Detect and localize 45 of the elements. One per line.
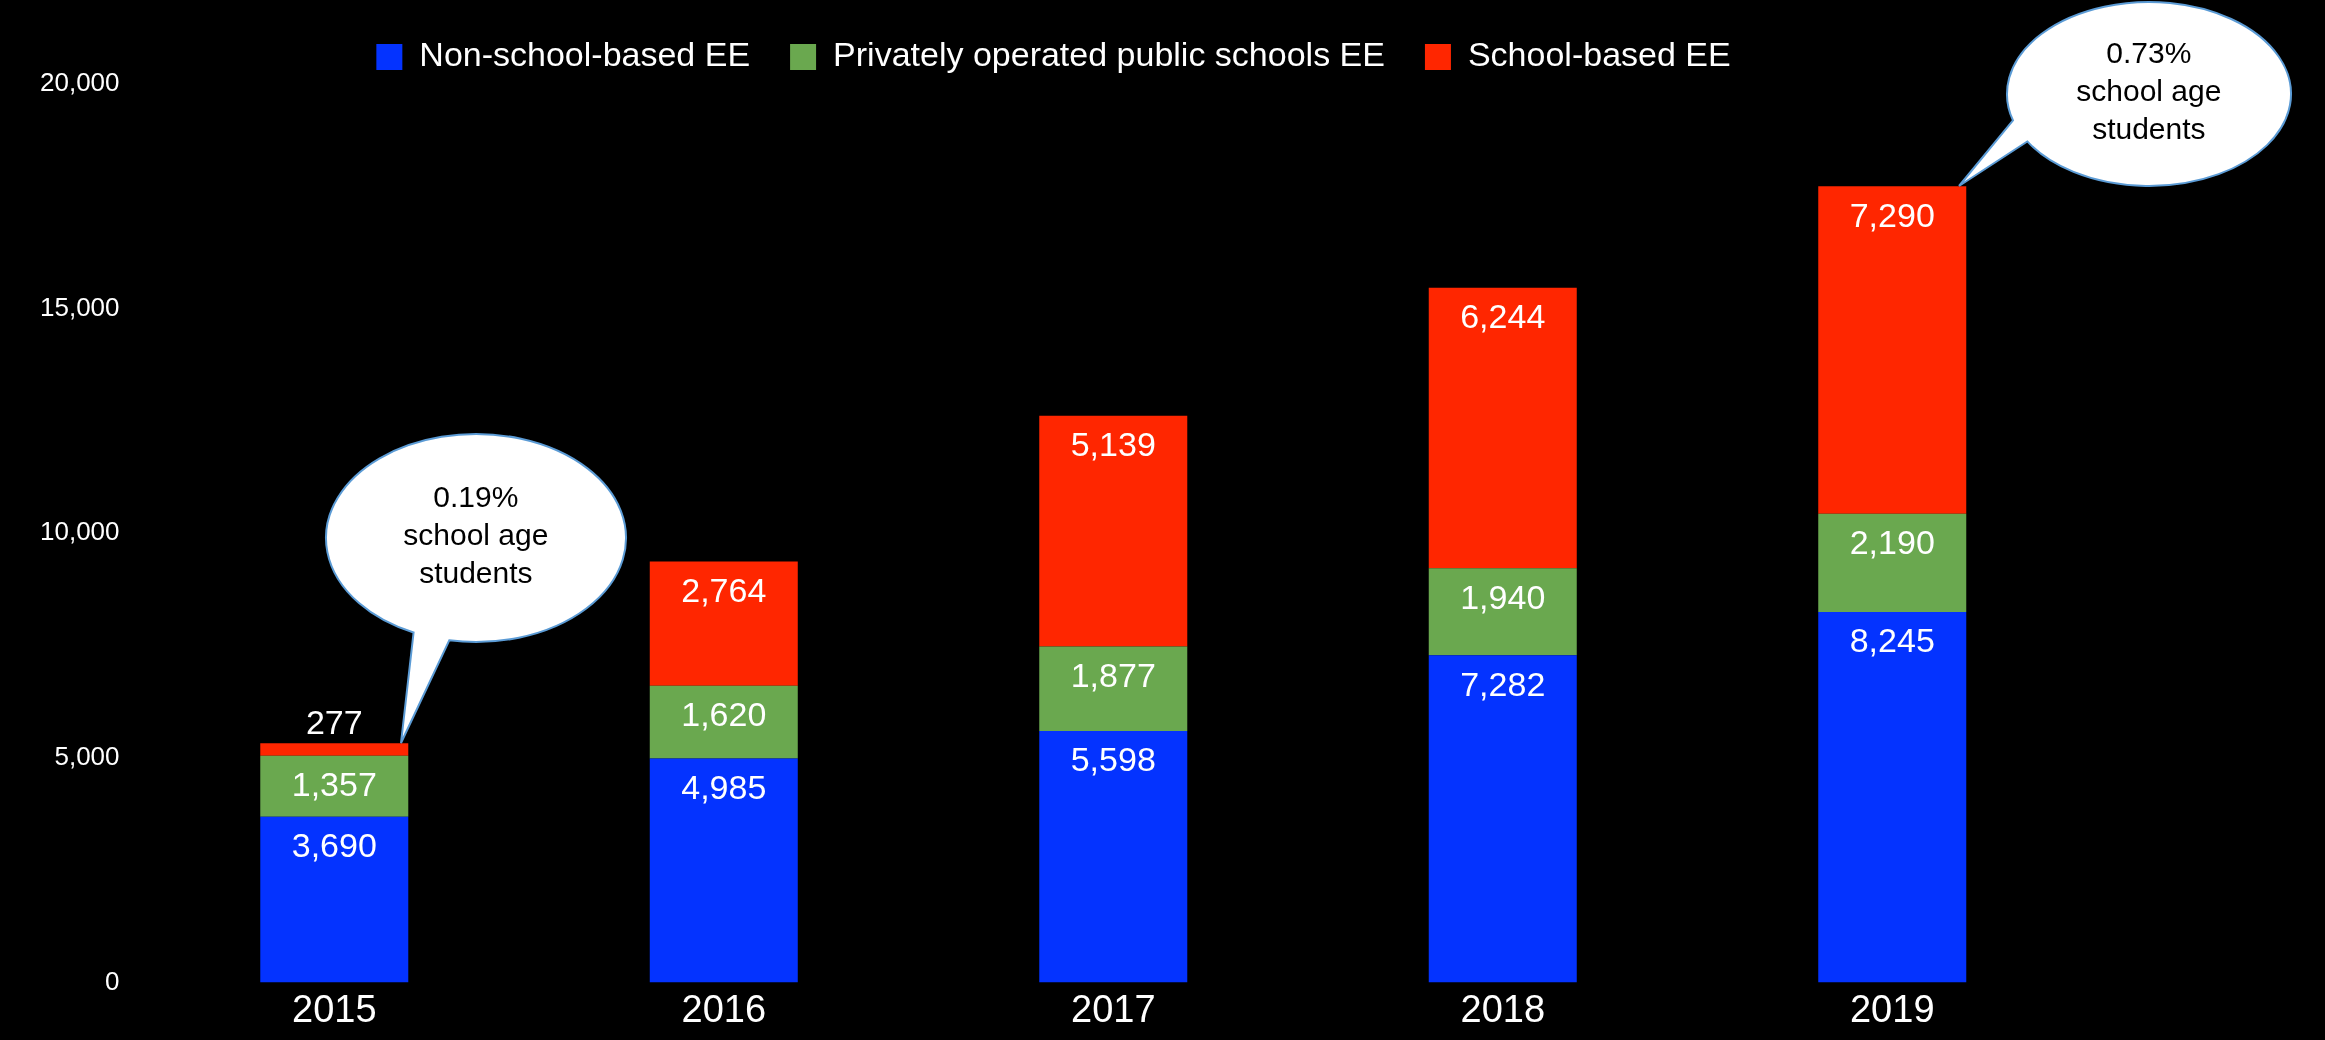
bar: [260, 816, 409, 983]
x-tick-label: 2017: [1070, 987, 1156, 1030]
text: 7,282: [1460, 664, 1546, 703]
bar: [260, 743, 409, 756]
x-tick-label: 2016: [681, 987, 767, 1030]
text: 1,357: [291, 765, 377, 804]
bar: [649, 685, 798, 759]
annotation: 0.19% school age students: [402, 479, 550, 592]
legend-label: School-based EE: [1467, 35, 1731, 74]
bar: [1428, 287, 1577, 569]
annotation: 0.73% school age students: [2075, 35, 2223, 148]
x-tick-label: 2018: [1460, 987, 1546, 1030]
y-tick-label: 20,000: [39, 67, 120, 98]
x-tick-label: 2019: [1849, 987, 1935, 1030]
y-tick-label: 10,000: [39, 516, 120, 547]
text: 5,139: [1070, 425, 1156, 464]
text: 1,877: [1070, 656, 1156, 694]
bar: [1039, 646, 1188, 731]
text: 1,940: [1460, 577, 1546, 616]
bar: [649, 561, 798, 686]
text: 3,690: [291, 826, 377, 865]
bar: [1818, 612, 1967, 983]
bar: [1039, 730, 1188, 983]
text: 7,290: [1849, 195, 1935, 234]
text: 5,598: [1070, 740, 1156, 779]
x-tick-label: 2015: [292, 987, 377, 1030]
text: 2,190: [1849, 523, 1935, 562]
text: 4,985: [681, 767, 767, 806]
text: 1,620: [681, 695, 767, 734]
bar: [1428, 655, 1577, 983]
legend-label: Non-school-based EE: [419, 35, 751, 74]
text: 6,244: [1460, 297, 1546, 336]
text: 2,764: [681, 570, 767, 609]
bar: [1818, 513, 1967, 613]
y-tick-label: 15,000: [39, 291, 120, 322]
y-tick-label: 0: [105, 965, 120, 996]
bar: [649, 758, 798, 983]
bar: [1818, 186, 1967, 514]
bar: [1428, 568, 1577, 656]
text: 8,245: [1849, 621, 1935, 660]
legend-label: Privately operated public schools EE: [833, 35, 1385, 74]
bar: [260, 755, 409, 817]
bar: [1039, 415, 1188, 647]
y-tick-label: 5,000: [54, 740, 120, 771]
text: 277: [305, 702, 363, 741]
